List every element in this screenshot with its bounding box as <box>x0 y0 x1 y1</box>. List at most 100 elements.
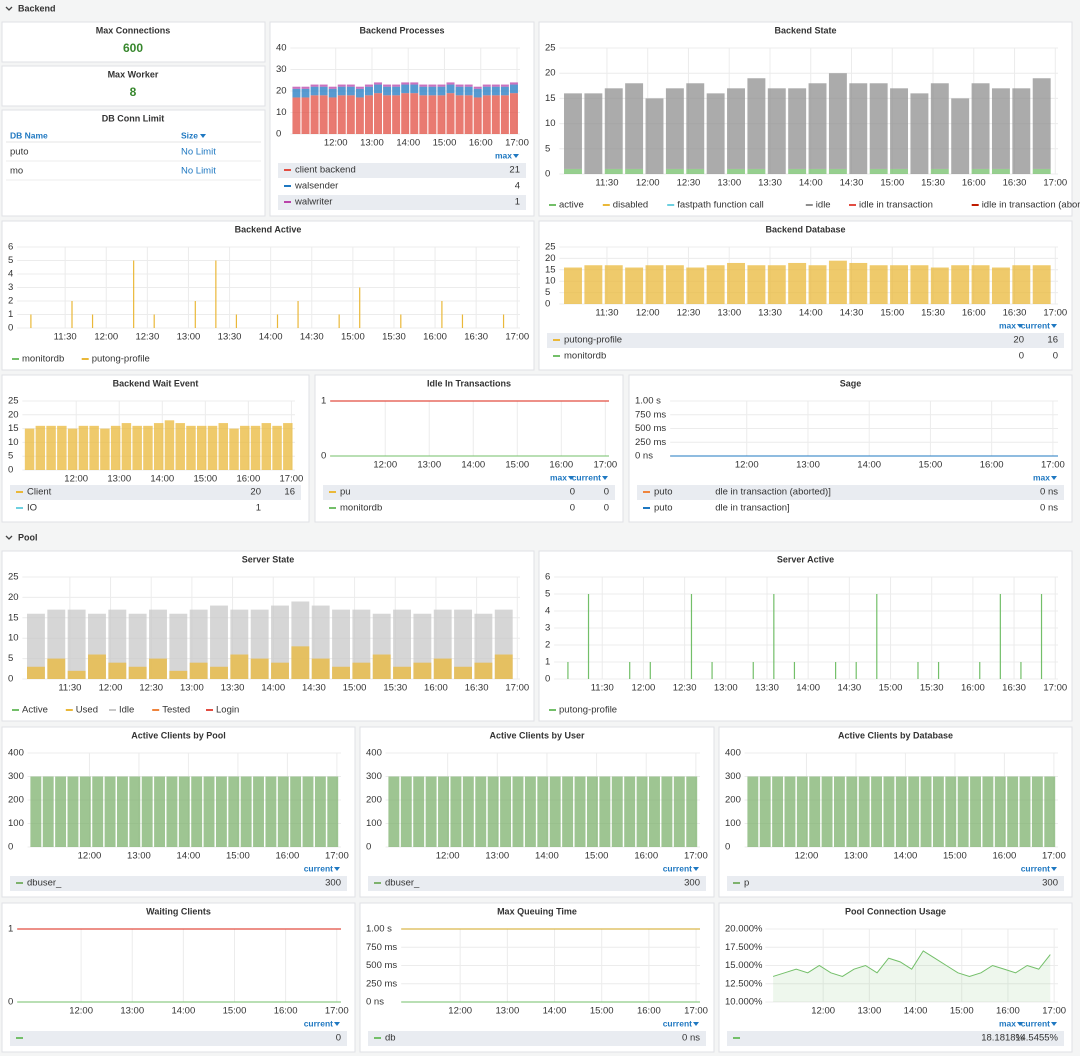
bar <box>67 609 86 679</box>
bar <box>500 776 512 847</box>
legend-value: 0 <box>570 503 575 514</box>
bar <box>673 776 685 847</box>
y-tick-label: 3 <box>8 282 13 293</box>
legend-value: 0 <box>336 1033 341 1044</box>
stat-title: Max Connections <box>96 25 171 35</box>
x-tick-label: 14:30 <box>837 683 861 694</box>
bar <box>661 776 673 847</box>
bar <box>930 83 949 169</box>
bar <box>509 93 518 134</box>
legend-row <box>10 876 347 891</box>
bar <box>346 84 355 87</box>
bar <box>143 425 153 470</box>
x-tick-label: 16:30 <box>465 683 489 694</box>
y-tick-label: 40 <box>276 43 287 54</box>
legend-label: Active <box>22 705 48 716</box>
bar <box>500 86 509 96</box>
bar <box>482 95 491 134</box>
legend-label: Idle <box>119 705 134 716</box>
legend-label: idle in transaction <box>859 200 933 211</box>
bar <box>265 776 277 847</box>
bar <box>890 168 909 174</box>
bar <box>747 78 766 169</box>
legend-label: Login <box>216 705 239 716</box>
x-tick-label: 12:00 <box>811 1006 835 1017</box>
bar <box>686 267 705 304</box>
bar <box>849 262 868 304</box>
bar <box>747 168 766 174</box>
bar <box>821 776 833 847</box>
bar <box>401 82 410 85</box>
bar <box>149 658 167 679</box>
legend-column: current <box>1021 320 1050 330</box>
legend-label: puto <box>654 487 673 498</box>
bar <box>186 425 196 470</box>
bar <box>42 776 54 847</box>
bar <box>846 776 858 847</box>
legend-label: putong-profile <box>559 705 617 716</box>
bar <box>487 776 499 847</box>
legend-value: 300 <box>684 878 700 889</box>
x-tick-label: 16:00 <box>423 332 447 343</box>
bar <box>189 609 208 679</box>
bar <box>327 776 339 847</box>
bar <box>564 267 582 304</box>
legend-label: puto <box>654 503 673 514</box>
column-header: Size <box>181 130 198 140</box>
bar <box>57 425 67 470</box>
bar <box>869 265 888 304</box>
y-tick-label: 300 <box>725 771 741 782</box>
y-tick-label: 0 <box>8 674 13 685</box>
bar <box>271 605 289 679</box>
legend-row <box>278 163 526 178</box>
x-tick-label: 14:00 <box>171 1006 195 1017</box>
x-tick-label: 15:30 <box>382 332 406 343</box>
bar <box>67 776 79 847</box>
bar <box>67 428 78 470</box>
bar <box>991 88 1010 169</box>
bar <box>30 776 42 847</box>
x-tick-label: 12:00 <box>436 851 460 862</box>
x-tick-label: 17:00 <box>1043 683 1067 694</box>
y-tick-label: 30 <box>276 64 287 75</box>
x-tick-label: 13:00 <box>417 460 441 471</box>
bar <box>455 95 464 134</box>
legend-column: max <box>999 320 1016 330</box>
x-tick-label: 15:00 <box>343 683 367 694</box>
x-tick-label: 14:00 <box>259 332 283 343</box>
bar <box>132 425 142 470</box>
y-tick-label: 0 <box>366 842 371 853</box>
legend-label: walwriter <box>294 197 332 208</box>
x-tick-label: 13:30 <box>758 308 782 319</box>
x-tick-label: 12:00 <box>64 474 88 485</box>
bar <box>1007 776 1019 847</box>
bar <box>332 609 350 679</box>
x-tick-label: 16:00 <box>549 460 573 471</box>
bar <box>129 776 141 847</box>
bar <box>1032 78 1051 169</box>
x-tick-label: 15:30 <box>920 683 944 694</box>
bar <box>35 425 46 470</box>
bar <box>250 425 261 470</box>
x-tick-label: 15:00 <box>223 1006 247 1017</box>
bar <box>292 86 301 89</box>
legend-label: walsender <box>294 181 338 192</box>
bar <box>1012 88 1031 174</box>
y-tick-label: 0 <box>8 997 13 1008</box>
bar <box>645 265 664 304</box>
bar <box>747 776 759 847</box>
y-tick-label: 0 <box>545 299 550 310</box>
x-tick-label: 17:00 <box>1042 1006 1066 1017</box>
legend-row <box>637 485 1064 500</box>
bar <box>509 84 518 94</box>
legend-column: current <box>663 1018 692 1028</box>
bar <box>355 86 364 89</box>
x-tick-label: 15:00 <box>341 332 365 343</box>
legend-column: max <box>550 472 567 482</box>
bar <box>240 425 250 470</box>
y-tick-label: 17.500% <box>725 942 763 953</box>
y-tick-label: 20 <box>545 68 556 79</box>
x-tick-label: 14:00 <box>461 460 485 471</box>
legend-label: dle in transaction (aborted)] <box>715 487 831 498</box>
